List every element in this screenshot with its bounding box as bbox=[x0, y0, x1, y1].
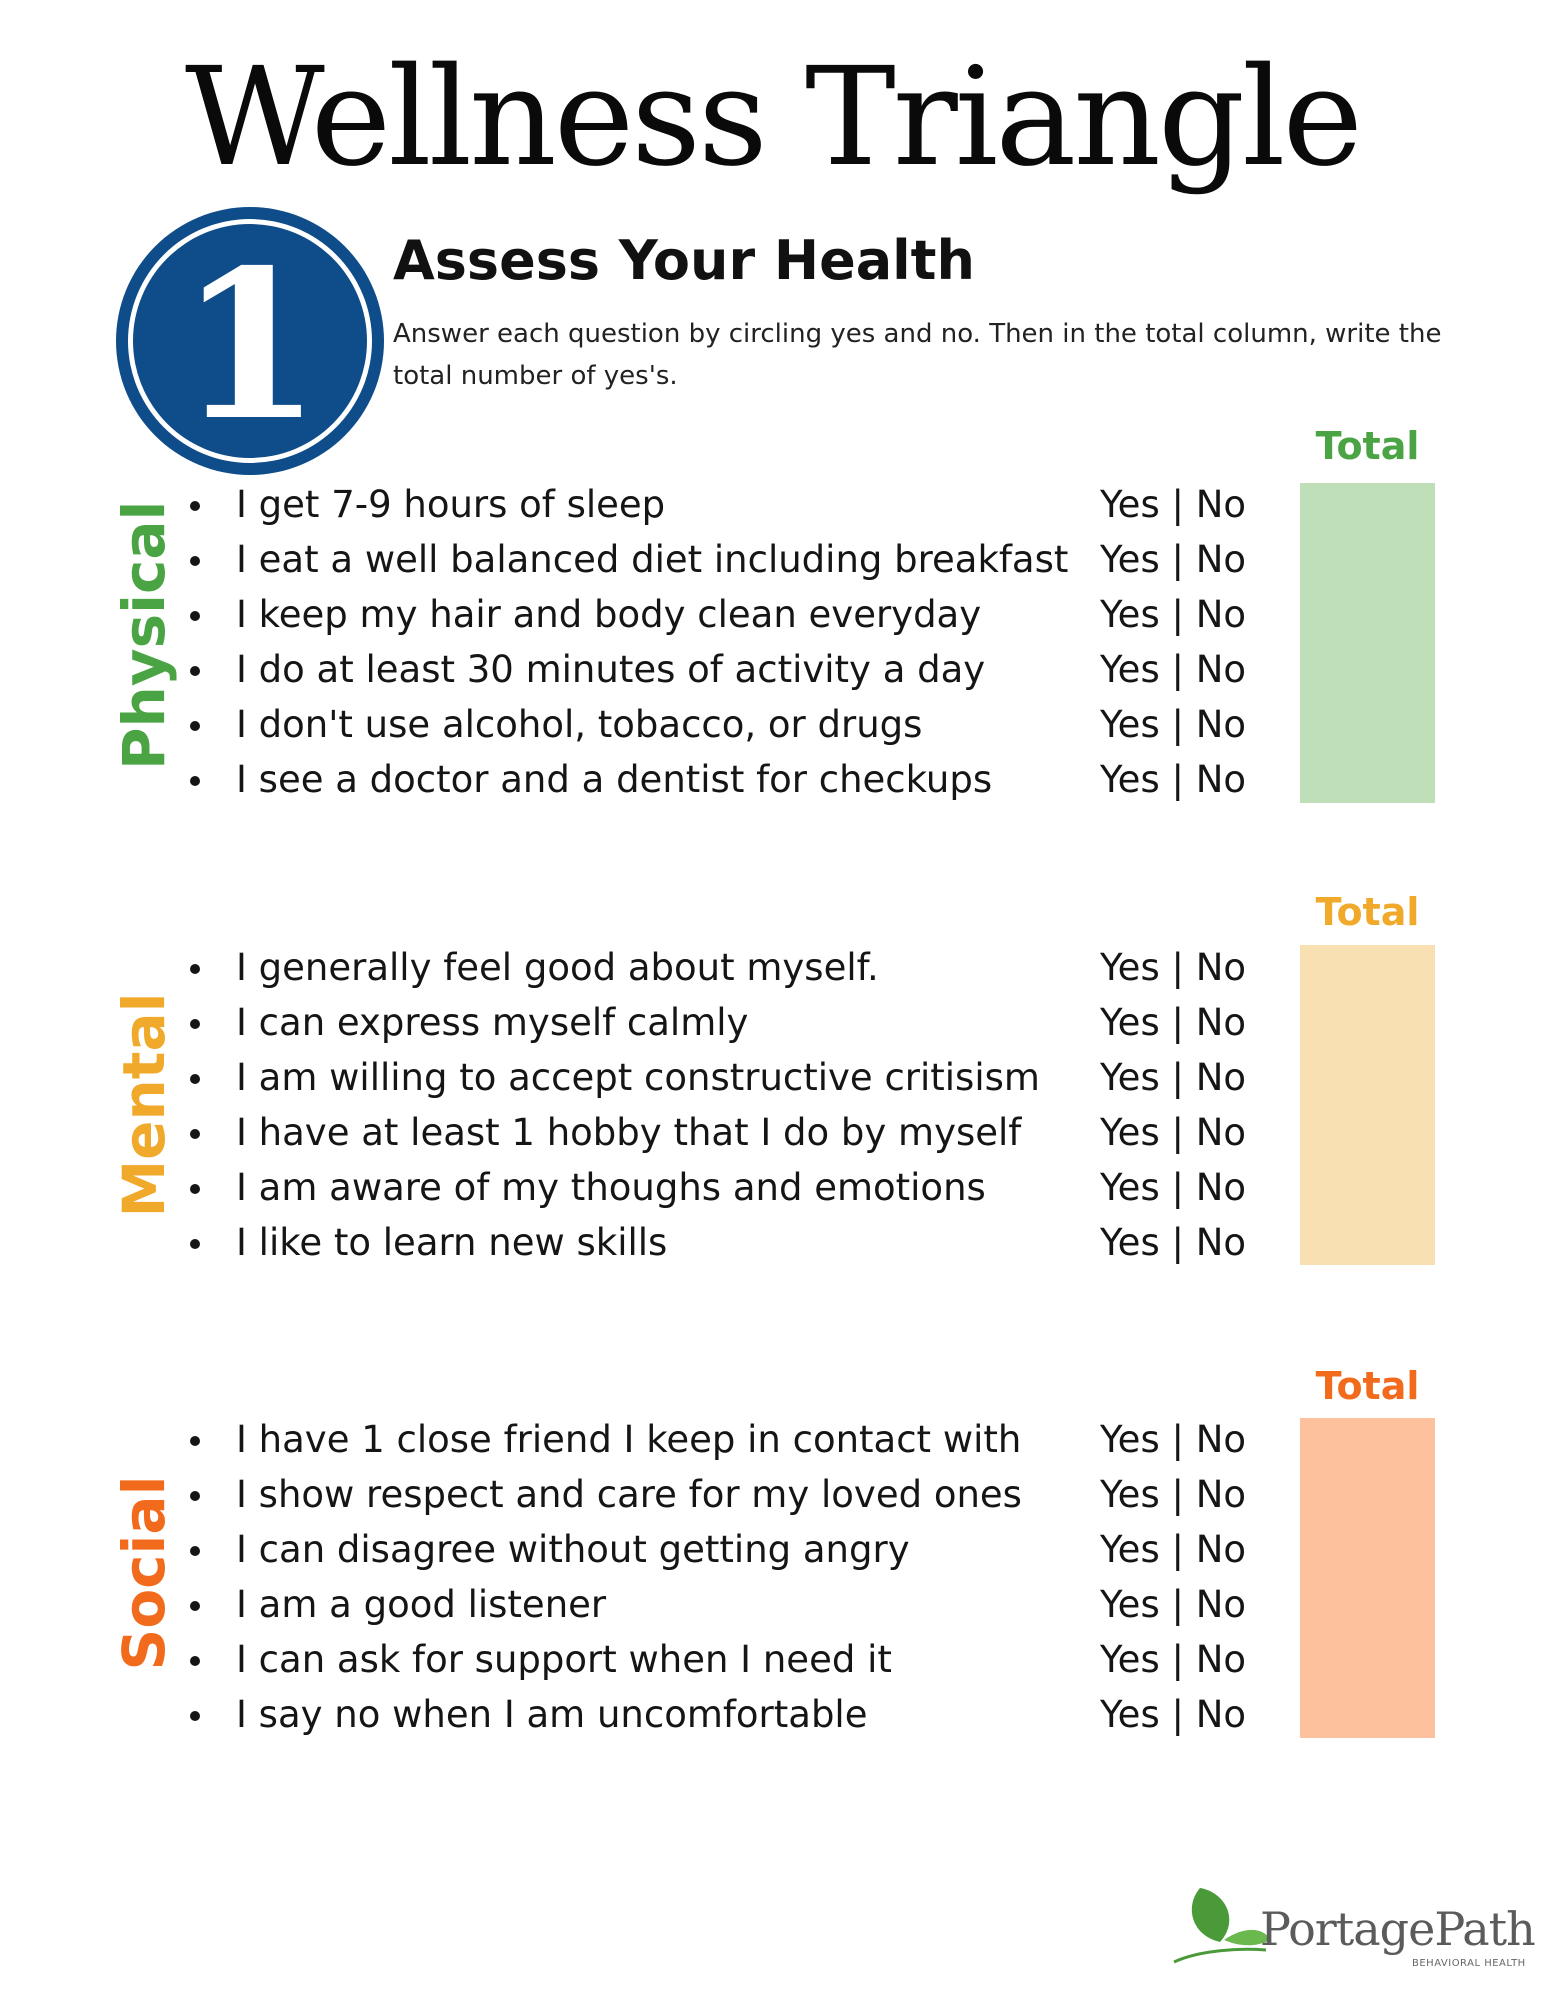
bullet-icon bbox=[190, 666, 200, 676]
yes-no-answer[interactable]: Yes | No bbox=[1100, 648, 1247, 691]
item-text: I generally feel good about myself. bbox=[236, 946, 879, 989]
portagepath-logo: PortagePath BEHAVIORAL HEALTH bbox=[1170, 1880, 1536, 1980]
item-text: I can disagree without getting angry bbox=[236, 1528, 910, 1571]
item-text: I show respect and care for my loved one… bbox=[236, 1473, 1022, 1516]
mental-total-box[interactable] bbox=[1300, 945, 1435, 1265]
bullet-icon bbox=[190, 1491, 200, 1501]
social-total-label: Total bbox=[1315, 1364, 1420, 1408]
bullet-icon bbox=[190, 1184, 200, 1194]
bullet-icon bbox=[190, 611, 200, 621]
yes-no-answer[interactable]: Yes | No bbox=[1100, 1473, 1247, 1516]
yes-no-answer[interactable]: Yes | No bbox=[1100, 1166, 1247, 1209]
physical-total-box[interactable] bbox=[1300, 483, 1435, 803]
logo-tagline: BEHAVIORAL HEALTH bbox=[1412, 1958, 1526, 1969]
bullet-icon bbox=[190, 721, 200, 731]
item-text: I have at least 1 hobby that I do by mys… bbox=[236, 1111, 1022, 1154]
bullet-icon bbox=[190, 776, 200, 786]
item-text: I see a doctor and a dentist for checkup… bbox=[236, 758, 993, 801]
item-text: I say no when I am uncomfortable bbox=[236, 1693, 868, 1736]
step-number-badge: 1 bbox=[116, 207, 384, 475]
page-title: Wellness Triangle bbox=[185, 39, 1363, 197]
yes-no-answer[interactable]: Yes | No bbox=[1100, 1221, 1247, 1264]
item-text: I am willing to accept constructive crit… bbox=[236, 1056, 1040, 1099]
yes-no-answer[interactable]: Yes | No bbox=[1100, 1583, 1247, 1626]
yes-no-answer[interactable]: Yes | No bbox=[1100, 1418, 1247, 1461]
yes-no-answer[interactable]: Yes | No bbox=[1100, 758, 1247, 801]
yes-no-answer[interactable]: Yes | No bbox=[1100, 593, 1247, 636]
item-text: I have 1 close friend I keep in contact … bbox=[236, 1418, 1022, 1461]
leaf-icon bbox=[1173, 1888, 1270, 1964]
item-text: I am aware of my thoughs and emotions bbox=[236, 1166, 986, 1209]
bullet-icon bbox=[190, 556, 200, 566]
instructions-text: Answer each question by circling yes and… bbox=[393, 319, 1442, 391]
yes-no-answer[interactable]: Yes | No bbox=[1100, 1638, 1247, 1681]
section-heading: Assess Your Health bbox=[393, 229, 975, 292]
bullet-icon bbox=[190, 1546, 200, 1556]
bullet-icon bbox=[190, 501, 200, 511]
yes-no-answer[interactable]: Yes | No bbox=[1100, 1111, 1247, 1154]
item-text: I keep my hair and body clean everyday bbox=[236, 593, 982, 636]
physical-total-label: Total bbox=[1315, 424, 1420, 468]
item-text: I can ask for support when I need it bbox=[236, 1638, 892, 1681]
bullet-icon bbox=[190, 1019, 200, 1029]
bullet-icon bbox=[190, 1656, 200, 1666]
logo-name: PortagePath bbox=[1260, 1902, 1536, 1956]
item-text: I can express myself calmly bbox=[236, 1001, 749, 1044]
social-total-box[interactable] bbox=[1300, 1418, 1435, 1738]
bullet-icon bbox=[190, 1601, 200, 1611]
yes-no-answer[interactable]: Yes | No bbox=[1100, 946, 1247, 989]
yes-no-answer[interactable]: Yes | No bbox=[1100, 703, 1247, 746]
item-text: I don't use alcohol, tobacco, or drugs bbox=[236, 703, 923, 746]
item-text: I eat a well balanced diet including bre… bbox=[236, 538, 1069, 581]
item-text: I like to learn new skills bbox=[236, 1221, 668, 1264]
yes-no-answer[interactable]: Yes | No bbox=[1100, 1693, 1247, 1736]
yes-no-answer[interactable]: Yes | No bbox=[1100, 1001, 1247, 1044]
social-section-label: Social bbox=[110, 1475, 178, 1671]
yes-no-answer[interactable]: Yes | No bbox=[1100, 483, 1247, 526]
item-text: I get 7-9 hours of sleep bbox=[236, 483, 666, 526]
mental-total-label: Total bbox=[1315, 890, 1420, 934]
yes-no-answer[interactable]: Yes | No bbox=[1100, 538, 1247, 581]
physical-section-label: Physical bbox=[110, 500, 178, 770]
bullet-icon bbox=[190, 964, 200, 974]
step-number: 1 bbox=[179, 226, 322, 466]
item-text: I do at least 30 minutes of activity a d… bbox=[236, 648, 986, 691]
bullet-icon bbox=[190, 1129, 200, 1139]
bullet-icon bbox=[190, 1239, 200, 1249]
bullet-icon bbox=[190, 1074, 200, 1084]
yes-no-answer[interactable]: Yes | No bbox=[1100, 1056, 1247, 1099]
yes-no-answer[interactable]: Yes | No bbox=[1100, 1528, 1247, 1571]
mental-section-label: Mental bbox=[110, 992, 178, 1218]
item-text: I am a good listener bbox=[236, 1583, 607, 1626]
bullet-icon bbox=[190, 1711, 200, 1721]
bullet-icon bbox=[190, 1436, 200, 1446]
